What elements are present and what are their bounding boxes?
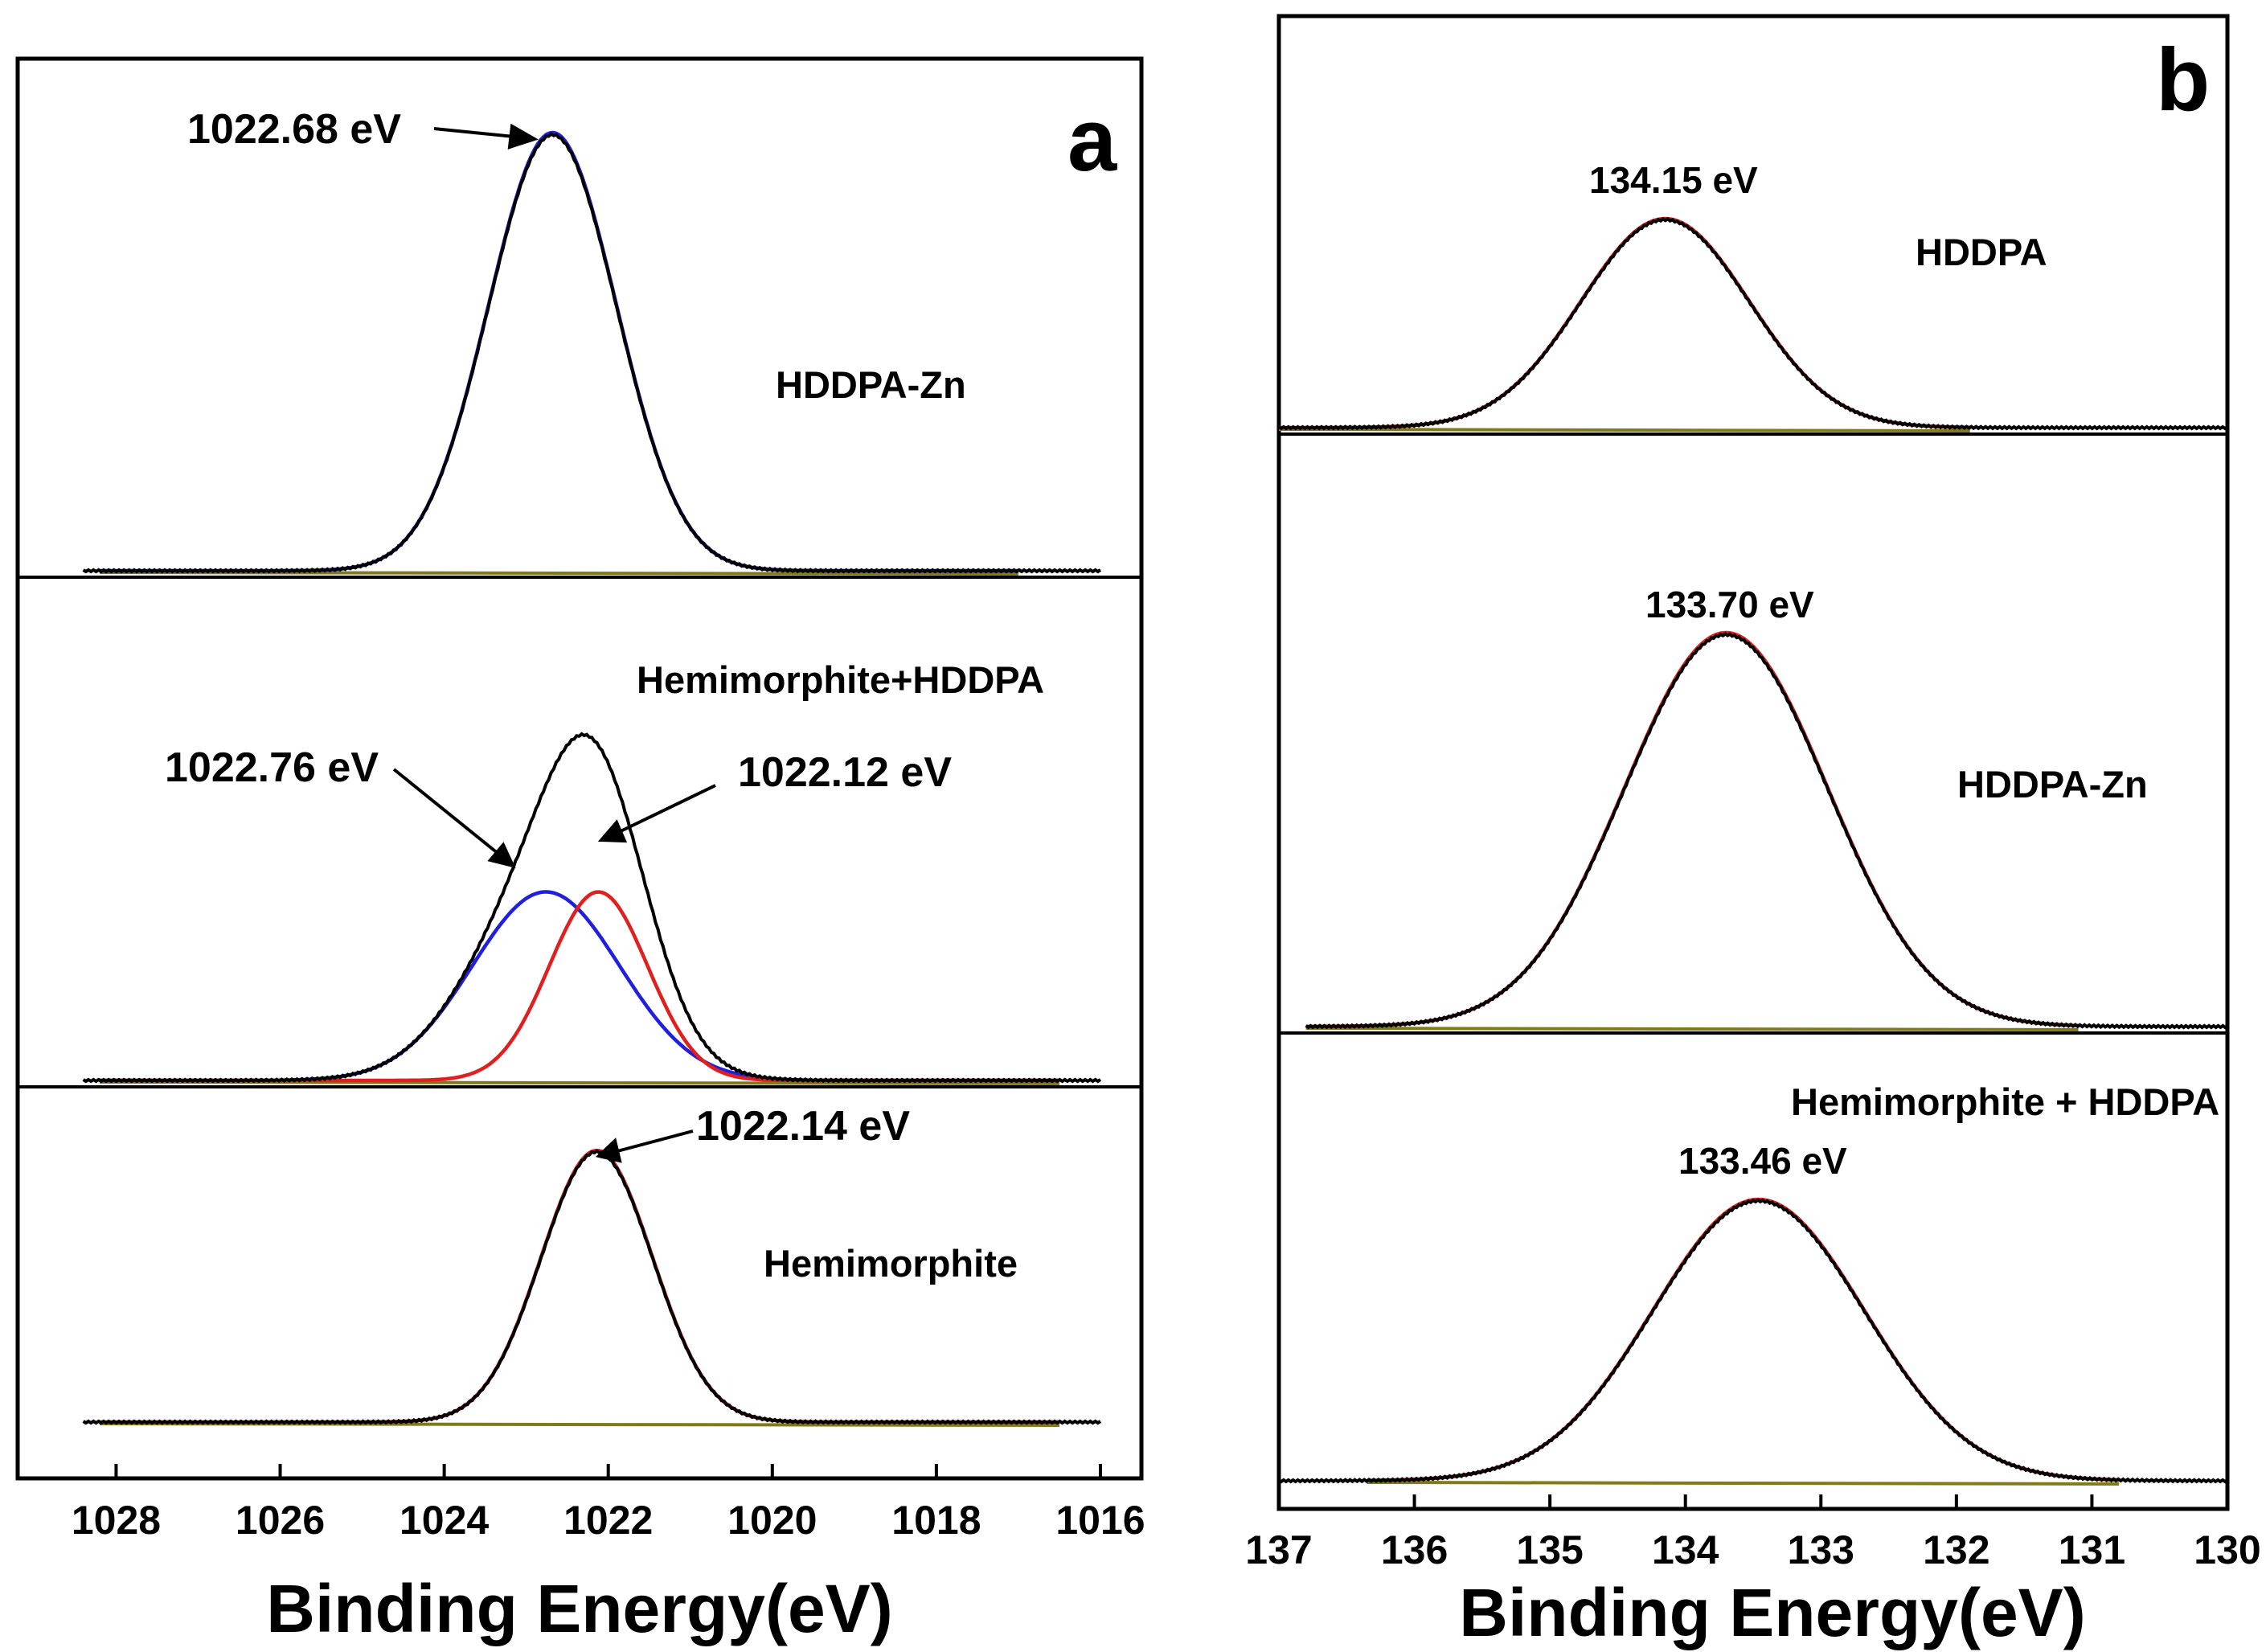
measured-curve — [1277, 216, 2229, 431]
series-label: Hemimorphite+HDDPA — [637, 658, 1044, 701]
panel-a-x-axis: 1028 1026 1024 1022 1020 1018 1016 — [72, 1464, 1145, 1543]
peak-label: 1022.76 eV — [165, 744, 379, 791]
arrowhead — [597, 819, 628, 843]
annotation-arrow — [618, 784, 716, 834]
measured-curve — [82, 732, 1102, 1084]
x-tick-label: 1024 — [400, 1498, 489, 1543]
measured-curve — [82, 1149, 1102, 1425]
peak-label: 1022.68 eV — [187, 106, 401, 153]
panel-b-x-axis: 137 136 135 134 133 132 131 130 — [1245, 1494, 2261, 1572]
x-tick-label: 136 — [1381, 1527, 1448, 1572]
x-tick-label: 1016 — [1055, 1498, 1145, 1543]
series-label: HDDPA-Zn — [1957, 763, 2148, 806]
series-label: HDDPA-Zn — [776, 363, 966, 406]
x-tick-label: 133 — [1788, 1527, 1854, 1572]
measured-curve — [1305, 632, 2229, 1030]
x-tick-label: 130 — [2194, 1527, 2260, 1572]
panel-b-traces — [1277, 216, 2229, 1486]
x-tick-label: 1020 — [727, 1498, 817, 1543]
panel-a-traces — [82, 130, 1102, 1427]
background-line — [1367, 1481, 2120, 1486]
fit-curve — [1367, 1197, 2120, 1482]
fit-curve — [1305, 630, 2079, 1029]
fit-curve — [100, 130, 1018, 573]
series-label: Hemimorphite — [764, 1242, 1018, 1285]
fit-curve — [100, 1148, 1059, 1424]
annotation-arrow — [433, 127, 515, 138]
fit-curve — [100, 890, 1059, 1083]
arrowhead — [507, 123, 539, 150]
x-tick-label: 131 — [2059, 1527, 2125, 1572]
peak-label: 133.46 eV — [1678, 1140, 1847, 1182]
x-tick-label: 137 — [1245, 1527, 1312, 1572]
x-tick-label: 1018 — [891, 1498, 981, 1543]
annotation-arrows — [392, 123, 716, 1163]
peak-label: 1022.12 eV — [738, 749, 952, 796]
x-tick-label: 132 — [1923, 1527, 1989, 1572]
x-tick-label: 1028 — [72, 1498, 161, 1543]
peak-label: 133.70 eV — [1645, 584, 1814, 625]
panel-b-letter: b — [2156, 31, 2210, 129]
x-tick-label: 134 — [1652, 1527, 1719, 1572]
x-axis-title: Binding Energy(eV) — [266, 1571, 892, 1646]
panel-a-frame — [15, 56, 1144, 1481]
annotation-arrow — [392, 768, 500, 855]
fit-curve — [1279, 216, 1970, 430]
background-line — [1278, 428, 1970, 432]
measured-curve — [1277, 1198, 2229, 1484]
x-axis-title: Binding Energy(eV) — [1459, 1575, 2085, 1650]
arrowhead — [487, 842, 516, 868]
peak-label: 134.15 eV — [1589, 159, 1758, 201]
background-line — [1305, 1027, 2079, 1031]
peak-label: 1022.14 eV — [696, 1103, 910, 1150]
measured-curve — [82, 132, 1102, 574]
series-label: HDDPA — [1916, 231, 2047, 273]
panel-a-letter: a — [1067, 91, 1117, 190]
panel-b-frame — [1276, 14, 2230, 1511]
x-tick-label: 135 — [1516, 1527, 1583, 1572]
fit-curve — [100, 890, 1059, 1083]
arrowhead — [595, 1138, 622, 1163]
panel-b: 137 136 135 134 133 132 131 130 b HDDPA HDDPA-Z… — [1245, 14, 2261, 1650]
x-tick-label: 1026 — [236, 1498, 325, 1543]
x-tick-label: 1022 — [563, 1498, 653, 1543]
annotation-arrow — [617, 1129, 694, 1153]
panel-a: 1028 1026 1024 1022 1020 1018 1016 a HDDPA-Zn … — [15, 56, 1145, 1646]
series-label: Hemimorphite + HDDPA — [1791, 1080, 2219, 1123]
